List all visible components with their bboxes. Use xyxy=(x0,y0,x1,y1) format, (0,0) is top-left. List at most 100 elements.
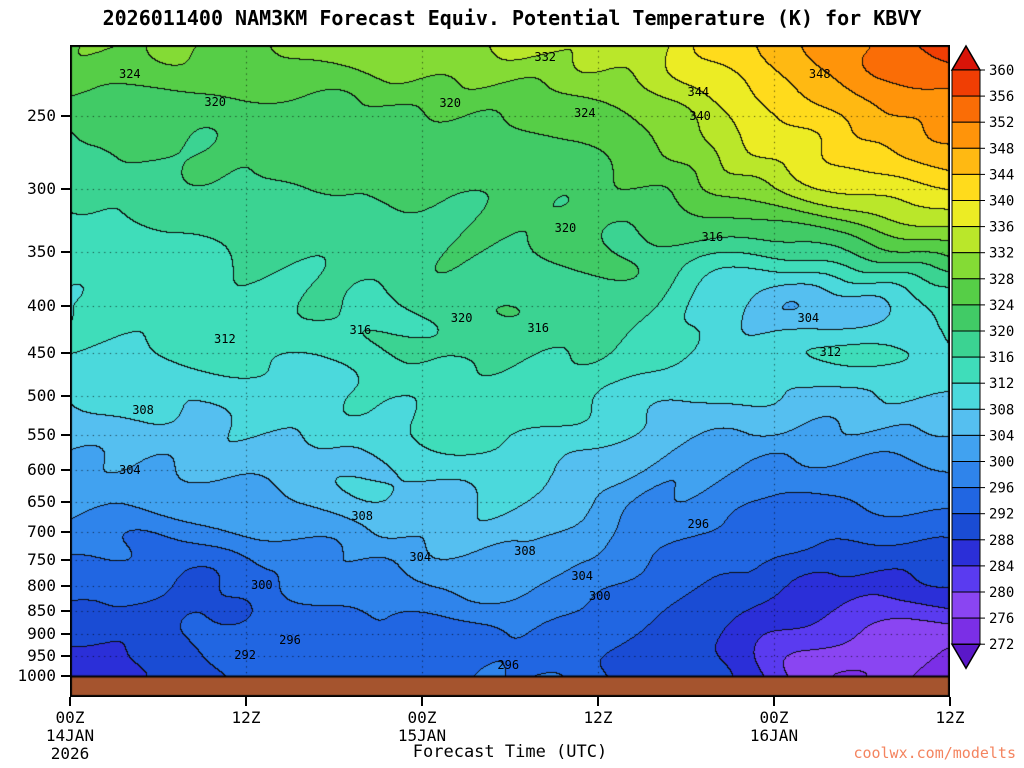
y-axis-tick xyxy=(61,114,70,117)
contour-label: 304 xyxy=(118,463,141,478)
x-axis-tick xyxy=(949,697,951,706)
x-axis-label: 12Z xyxy=(583,708,613,727)
y-axis-label: 250 xyxy=(27,105,56,125)
contour-label: 292 xyxy=(234,647,256,662)
y-axis-label: 550 xyxy=(27,424,56,444)
contour-label: 312 xyxy=(819,345,842,360)
contour-label: 300 xyxy=(250,577,273,592)
colorbar-label: 300 xyxy=(989,455,1014,471)
colorbar-label: 316 xyxy=(989,350,1014,366)
contour-label: 308 xyxy=(351,508,373,523)
y-axis-tick xyxy=(61,531,70,534)
colorbar-label: 272 xyxy=(989,637,1014,653)
x-axis-label: 00Z xyxy=(407,708,437,727)
x-axis-label: 12Z xyxy=(935,708,965,727)
colorbar-label: 320 xyxy=(989,324,1014,340)
contour-label: 304 xyxy=(571,568,593,583)
contour-label: 320 xyxy=(450,311,473,326)
y-axis-tick xyxy=(61,468,70,471)
colorbar-cell xyxy=(951,226,981,254)
x-axis-label: 12Z xyxy=(231,708,261,727)
contour-label: 316 xyxy=(349,322,372,337)
y-axis-label: 800 xyxy=(27,576,56,596)
y-axis-label: 350 xyxy=(27,241,56,261)
y-axis-label: 650 xyxy=(27,492,56,512)
contour-label: 316 xyxy=(527,320,549,335)
contour-label: 320 xyxy=(554,221,577,236)
colorbar-cell xyxy=(951,121,981,149)
colorbar-label: 288 xyxy=(989,533,1014,549)
y-axis-tick xyxy=(61,654,70,657)
colorbar-label: 360 xyxy=(989,63,1014,79)
y-axis-label: 850 xyxy=(27,600,56,620)
y-axis-label: 1000 xyxy=(17,666,56,686)
y-axis-tick xyxy=(61,675,70,678)
y-axis-tick xyxy=(61,352,70,355)
colorbar-cell xyxy=(951,330,981,358)
colorbar-label: 340 xyxy=(989,194,1014,210)
colorbar-label: 324 xyxy=(989,298,1014,314)
colorbar-cell xyxy=(951,539,981,567)
y-axis-label: 750 xyxy=(27,550,56,570)
y-axis-label: 700 xyxy=(27,522,56,542)
colorbar-arrow-top xyxy=(950,44,982,71)
colorbar-cell xyxy=(951,173,981,201)
contour-label: 300 xyxy=(588,588,611,603)
contour-label: 320 xyxy=(439,96,461,111)
colorbar-label: 276 xyxy=(989,611,1014,627)
y-axis-label: 950 xyxy=(27,645,56,665)
contour-label: 304 xyxy=(797,311,820,326)
x-axis-tick xyxy=(597,697,599,706)
y-axis-label: 450 xyxy=(27,343,56,363)
colorbar-label: 344 xyxy=(989,167,1014,183)
x-axis-label: 00Z xyxy=(55,708,85,727)
y-axis-tick xyxy=(61,188,70,191)
theta-e-contour-canvas xyxy=(70,45,950,697)
contour-label: 344 xyxy=(687,84,710,99)
colorbar-label: 356 xyxy=(989,89,1014,105)
contour-label: 340 xyxy=(689,109,711,124)
colorbar-cell xyxy=(951,434,981,462)
x-axis-label: 00Z xyxy=(759,708,789,727)
colorbar-cell xyxy=(951,487,981,515)
y-axis-tick xyxy=(61,609,70,612)
y-axis-label: 900 xyxy=(27,623,56,643)
y-axis-label: 500 xyxy=(27,386,56,406)
contour-label: 296 xyxy=(497,658,520,673)
contour-label: 320 xyxy=(204,94,227,109)
contour-label: 308 xyxy=(132,403,154,418)
x-axis-date-label: 14JAN xyxy=(45,726,95,745)
y-axis-tick xyxy=(61,501,70,504)
contour-label: 312 xyxy=(214,332,236,347)
watermark: coolwx.com/modelts xyxy=(853,744,1016,762)
colorbar-label: 348 xyxy=(989,141,1014,157)
colorbar-cell xyxy=(951,461,981,489)
contour-label: 324 xyxy=(118,66,141,81)
colorbar-cell xyxy=(951,356,981,384)
colorbar-label: 292 xyxy=(989,507,1014,523)
x-axis-tick xyxy=(773,697,775,706)
colorbar-cell xyxy=(951,147,981,175)
colorbar-label: 284 xyxy=(989,559,1014,575)
x-axis-tick xyxy=(69,697,71,706)
contour-label: 308 xyxy=(514,543,536,558)
x-axis-tick xyxy=(245,697,247,706)
y-axis-label: 600 xyxy=(27,459,56,479)
y-axis-tick xyxy=(61,304,70,307)
contour-label: 304 xyxy=(409,549,432,564)
x-axis-title: Forecast Time (UTC) xyxy=(412,742,608,762)
colorbar-label: 304 xyxy=(989,428,1014,444)
colorbar-label: 312 xyxy=(989,376,1014,392)
colorbar-cell xyxy=(951,591,981,619)
colorbar-arrow-bottom xyxy=(950,643,982,670)
colorbar-label: 336 xyxy=(989,220,1014,236)
y-axis-label: 300 xyxy=(27,179,56,199)
colorbar-label: 308 xyxy=(989,402,1014,418)
colorbar-cell xyxy=(951,95,981,123)
colorbar-label: 332 xyxy=(989,246,1014,262)
colorbar-cell xyxy=(951,617,981,645)
colorbar: 360 356 352 348 344 340 336 332 328 324 320 316 312 3… xyxy=(950,44,1014,670)
y-axis-tick xyxy=(61,433,70,436)
y-axis-tick xyxy=(61,250,70,253)
